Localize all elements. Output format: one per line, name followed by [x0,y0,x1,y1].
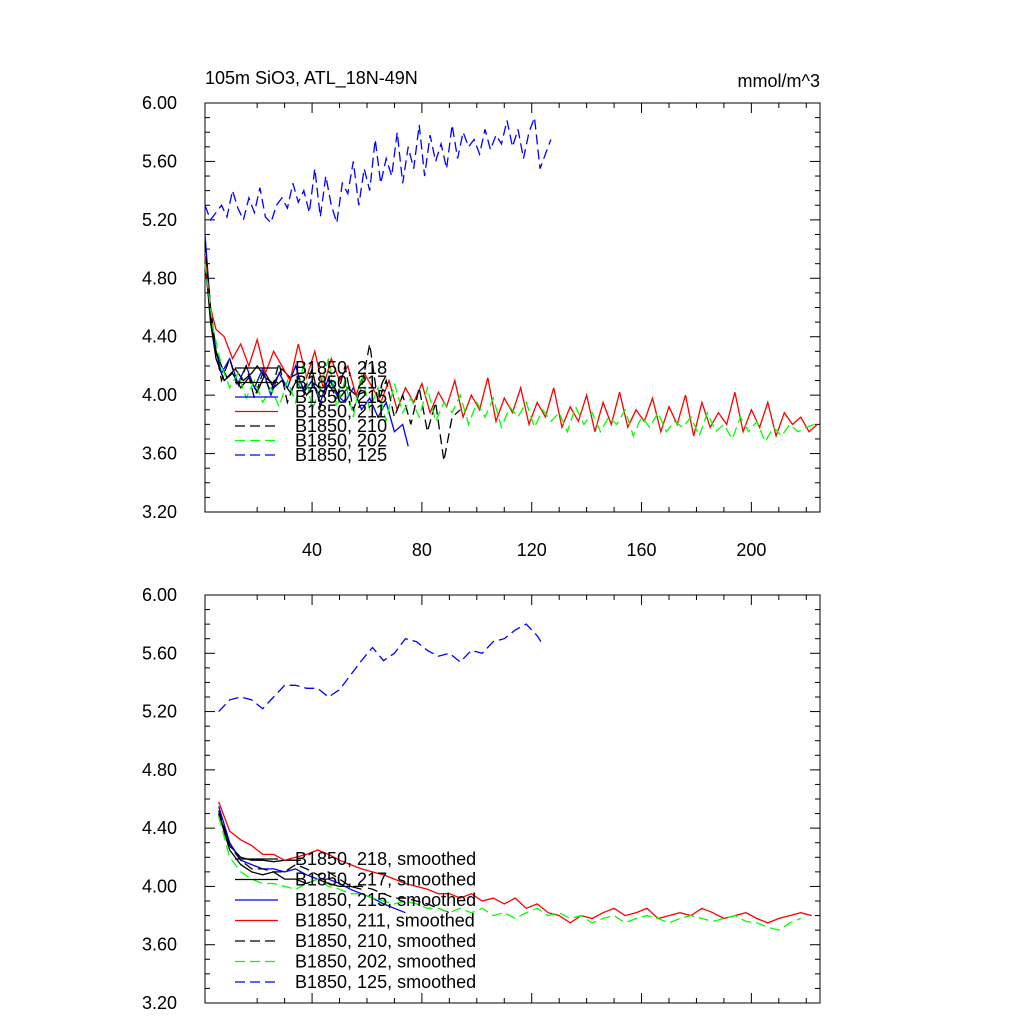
y-tick-label: 4.00 [142,385,177,405]
y-tick-label: 3.60 [142,935,177,955]
legend-label: B1850, 211, smoothed [295,911,475,931]
legend-label: B1850, 218, smoothed [295,849,476,869]
y-tick-label: 5.60 [142,151,177,171]
series-line-1 [218,813,302,863]
y-tick-label: 4.80 [142,760,177,780]
y-tick-label: 5.20 [142,210,177,230]
series-line-2 [218,813,362,890]
x-tick-label: 80 [412,540,432,560]
series-line-5 [218,810,450,914]
y-tick-label: 4.80 [142,268,177,288]
series-line-4 [204,256,818,439]
x-tick-label: 120 [517,540,547,560]
legend-label: B1850, 211 [295,402,386,422]
chart-panel-1: 105m SiO3, ATL_18N-49N mmol/m^3 3.20 3.60 4.… [142,68,821,560]
y-tick-label: 6.00 [142,585,177,605]
chart-panel-2: 3.20 3.60 4.00 4.40 4.80 5.20 5.60 6.00 B1850, 2… [142,585,821,1013]
chart-units: mmol/m^3 [738,71,820,91]
y-tick-label: 5.60 [142,643,177,663]
series-line-7 [218,623,544,713]
y-tick-label: 5.20 [142,702,177,722]
series-line-2 [204,256,365,400]
legend-label: B1850, 217, smoothed [295,870,476,890]
y-tick-label: 3.20 [142,993,177,1013]
y-tick-label: 4.40 [142,327,177,347]
chart-title: 105m SiO3, ATL_18N-49N [205,68,418,89]
series-line-4 [218,801,812,924]
y-tick-label: 4.00 [142,876,177,896]
y-tick-label: 6.00 [142,93,177,113]
legend-label: B1850, 125 [295,445,387,465]
series-line-6 [204,263,815,444]
legend-label: B1850, 215 [295,387,387,407]
y-tick-label: 3.60 [142,444,177,464]
legend-label: B1850, 215, smoothed [295,890,476,910]
x-tick-label: 40 [302,540,322,560]
y-tick-label: 3.20 [142,502,177,522]
legend-label: B1850, 202, smoothed [295,952,476,972]
legend-label: B1850, 125, smoothed [295,972,476,992]
series-line-7 [204,117,552,225]
legend-label: B1850, 217 [295,373,387,393]
y-tick-label: 4.40 [142,818,177,838]
legend-label: B1850, 218 [295,358,387,378]
x-tick-label: 200 [736,540,766,560]
series-line-6 [218,816,802,931]
legend-label: B1850, 210, smoothed [295,931,476,951]
legend-label: B1850, 210 [295,416,387,436]
legend-label: B1850, 202 [295,431,387,451]
x-tick-label: 160 [627,540,657,560]
